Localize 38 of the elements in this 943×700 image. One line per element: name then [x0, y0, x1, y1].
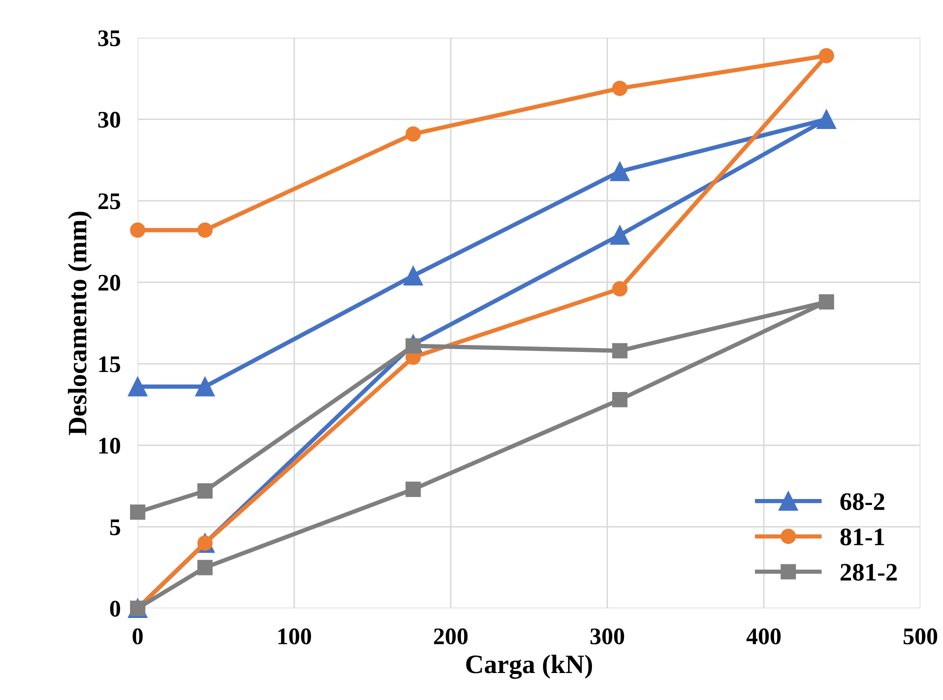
point: [818, 294, 834, 310]
x-tick-label: 500: [904, 628, 938, 644]
x-tick-label: 300: [590, 628, 624, 644]
y-tick-label: 0: [110, 600, 120, 617]
y-tick-label: 35: [98, 30, 120, 46]
point: [197, 222, 213, 238]
point: [406, 482, 421, 497]
point: [130, 222, 146, 238]
x-tick-label: 400: [746, 628, 781, 644]
point: [406, 126, 421, 142]
point: [128, 376, 148, 396]
x-tick-label: 0: [132, 628, 143, 644]
point: [197, 560, 213, 576]
point: [816, 110, 836, 130]
point: [195, 376, 215, 396]
x-tick-label: 200: [434, 628, 468, 644]
point: [403, 266, 423, 286]
y-tick-label: 30: [98, 112, 120, 128]
y-tick-label: 10: [99, 438, 120, 454]
point: [612, 80, 628, 96]
legend-label: 281-2: [840, 564, 897, 581]
y-tick-label: 25: [98, 193, 120, 210]
point: [612, 281, 628, 296]
y-tick-label: 15: [99, 356, 120, 372]
legend-label: 68-2: [840, 493, 884, 510]
x-tick-label: 100: [278, 628, 312, 644]
y-axis-title: Deslocamento (mm): [68, 212, 92, 436]
point: [610, 225, 630, 245]
point: [612, 343, 628, 358]
y-tick-label: 20: [98, 274, 120, 291]
point: [818, 48, 834, 64]
point: [130, 504, 146, 520]
point: [612, 392, 628, 408]
x-axis-title: Carga (kN): [466, 654, 592, 679]
legend-label: 81-1: [840, 528, 884, 546]
point: [197, 483, 213, 499]
y-tick-label: 5: [110, 520, 120, 536]
point: [610, 162, 630, 182]
